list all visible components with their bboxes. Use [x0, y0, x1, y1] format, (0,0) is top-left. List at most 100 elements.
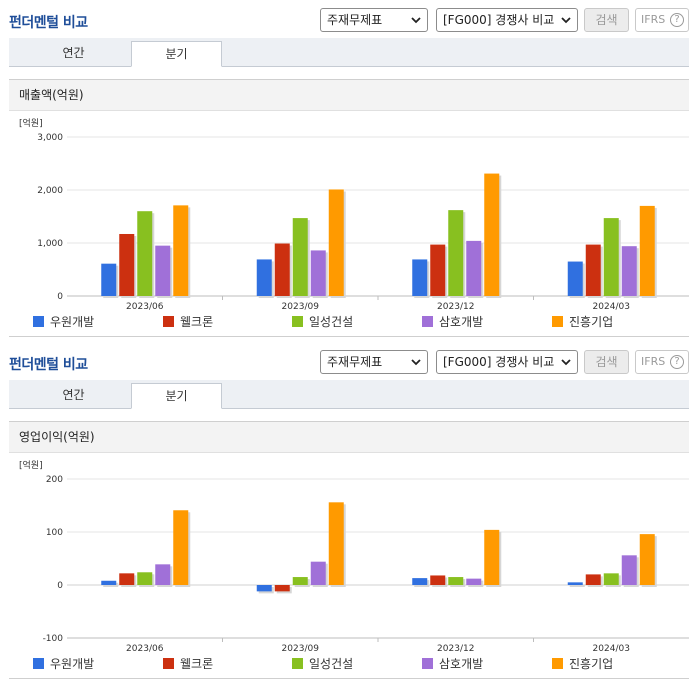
bar[interactable]	[412, 578, 428, 585]
legend-label: 웰크론	[180, 657, 214, 671]
bar[interactable]	[274, 585, 290, 592]
x-tick-label: 2023/12	[437, 302, 474, 312]
period-tabs: 연간 분기	[9, 380, 689, 409]
y-tick-label: 3,000	[37, 133, 63, 143]
peer-group-select[interactable]: [FG000] 경쟁사 비교	[436, 350, 578, 374]
statement-select[interactable]: 주재무제표	[320, 8, 428, 32]
bar[interactable]	[119, 573, 135, 585]
bar[interactable]	[585, 244, 601, 296]
divider	[9, 678, 689, 679]
bar[interactable]	[328, 189, 344, 296]
y-tick-label: 0	[57, 292, 63, 302]
chevron-down-icon	[411, 17, 421, 24]
tab-annual[interactable]: 연간	[62, 46, 85, 60]
bar[interactable]	[137, 572, 153, 585]
x-tick-label: 2023/09	[282, 302, 320, 312]
legend-swatch	[33, 658, 44, 669]
ifrs-label: IFRS	[641, 355, 666, 368]
bar[interactable]	[484, 529, 500, 585]
search-button[interactable]: 검색	[584, 8, 629, 32]
legend-swatch	[552, 658, 563, 669]
panel-header: 펀더멘털 비교 주재무제표 [FG000] 경쟁사 비교 검색 IFRS ?	[0, 342, 696, 380]
bar[interactable]	[412, 259, 428, 296]
search-button[interactable]: 검색	[584, 350, 629, 374]
bar[interactable]	[292, 218, 308, 296]
legend-label: 진흥기업	[569, 315, 614, 329]
x-tick-label: 2023/06	[126, 302, 164, 312]
bar[interactable]	[567, 261, 583, 296]
bar[interactable]	[430, 575, 446, 585]
bar[interactable]	[621, 246, 637, 296]
legend-swatch	[33, 316, 44, 327]
legend-swatch	[163, 316, 174, 327]
bar[interactable]	[603, 218, 619, 296]
bar[interactable]	[101, 580, 117, 585]
statement-select-value: 주재무제표	[327, 355, 383, 369]
bar[interactable]	[173, 510, 189, 585]
statement-select-value: 주재무제표	[327, 13, 383, 27]
bar[interactable]	[101, 263, 117, 296]
bar[interactable]	[173, 205, 189, 296]
bar[interactable]	[621, 555, 637, 585]
help-icon: ?	[670, 355, 684, 369]
x-tick-label: 2024/03	[593, 302, 630, 312]
bar[interactable]	[466, 240, 482, 296]
bar[interactable]	[484, 173, 500, 296]
legend-label: 진흥기업	[569, 657, 614, 671]
bar[interactable]	[603, 573, 619, 585]
statement-select[interactable]: 주재무제표	[320, 350, 428, 374]
legend-label: 삼호개발	[439, 315, 484, 329]
chart-svg: [억원] 0 1,000 2,000 3,000 2023/06 2023/09 2023/1…	[19, 117, 689, 312]
bar[interactable]	[448, 577, 464, 585]
legend-label: 웰크론	[180, 315, 214, 329]
bar[interactable]	[448, 210, 464, 296]
bar[interactable]	[310, 250, 326, 296]
tab-quarterly[interactable]: 분기	[131, 383, 222, 409]
fundamental-panel-operating-profit: 펀더멘털 비교 주재무제표 [FG000] 경쟁사 비교 검색 IFRS ? 연…	[0, 342, 696, 684]
bar[interactable]	[155, 564, 171, 585]
bar[interactable]	[155, 245, 171, 296]
bar[interactable]	[292, 577, 308, 585]
bar[interactable]	[466, 578, 482, 585]
peer-group-select[interactable]: [FG000] 경쟁사 비교	[436, 8, 578, 32]
help-icon: ?	[670, 13, 684, 27]
legend-swatch	[422, 316, 433, 327]
bar[interactable]	[119, 233, 135, 296]
ifrs-button[interactable]: IFRS ?	[635, 8, 689, 32]
tab-annual[interactable]: 연간	[62, 388, 85, 402]
divider	[9, 336, 689, 337]
section-title: 매출액(억원)	[9, 79, 689, 111]
bar[interactable]	[256, 259, 272, 296]
x-tick-label: 2023/06	[126, 644, 164, 654]
bar[interactable]	[137, 211, 153, 296]
y-tick-label: -100	[43, 634, 64, 644]
bar[interactable]	[585, 574, 601, 585]
unit-label: [억원]	[19, 459, 43, 471]
y-tick-label: 200	[46, 475, 63, 485]
x-tick-label: 2023/09	[282, 644, 320, 654]
bar[interactable]	[639, 205, 655, 296]
peer-group-select-value: [FG000] 경쟁사 비교	[443, 13, 555, 27]
legend-label: 우원개발	[50, 315, 95, 329]
operating-profit-bar-chart: [억원] -100 0 100 200 2023/06 2023/09 2023/12 2024…	[9, 454, 689, 654]
bar[interactable]	[310, 561, 326, 585]
chevron-down-icon	[561, 17, 571, 24]
bar[interactable]	[567, 582, 583, 585]
y-tick-label: 100	[46, 528, 63, 538]
chart-legend: 우원개발 웰크론 일성건설 삼호개발 진흥기업	[9, 654, 689, 674]
legend-label: 일성건설	[309, 315, 354, 329]
unit-label: [억원]	[19, 117, 43, 129]
y-tick-label: 1,000	[37, 239, 63, 249]
bar[interactable]	[274, 243, 290, 296]
revenue-bar-chart: [억원] 0 1,000 2,000 3,000 2023/06 2023/09 2023/1…	[9, 112, 689, 312]
legend-swatch	[292, 658, 303, 669]
ifrs-button[interactable]: IFRS ?	[635, 350, 689, 374]
bar[interactable]	[256, 585, 272, 592]
bar[interactable]	[430, 244, 446, 296]
tab-quarterly[interactable]: 분기	[131, 41, 222, 67]
legend-swatch	[552, 316, 563, 327]
y-tick-label: 0	[57, 581, 63, 591]
bar-shadow	[569, 584, 585, 587]
bar[interactable]	[328, 502, 344, 585]
bar[interactable]	[639, 534, 655, 585]
